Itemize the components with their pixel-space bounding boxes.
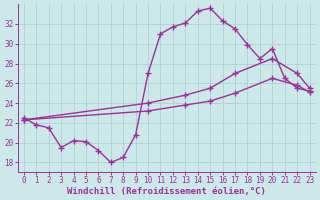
X-axis label: Windchill (Refroidissement éolien,°C): Windchill (Refroidissement éolien,°C) xyxy=(67,187,266,196)
